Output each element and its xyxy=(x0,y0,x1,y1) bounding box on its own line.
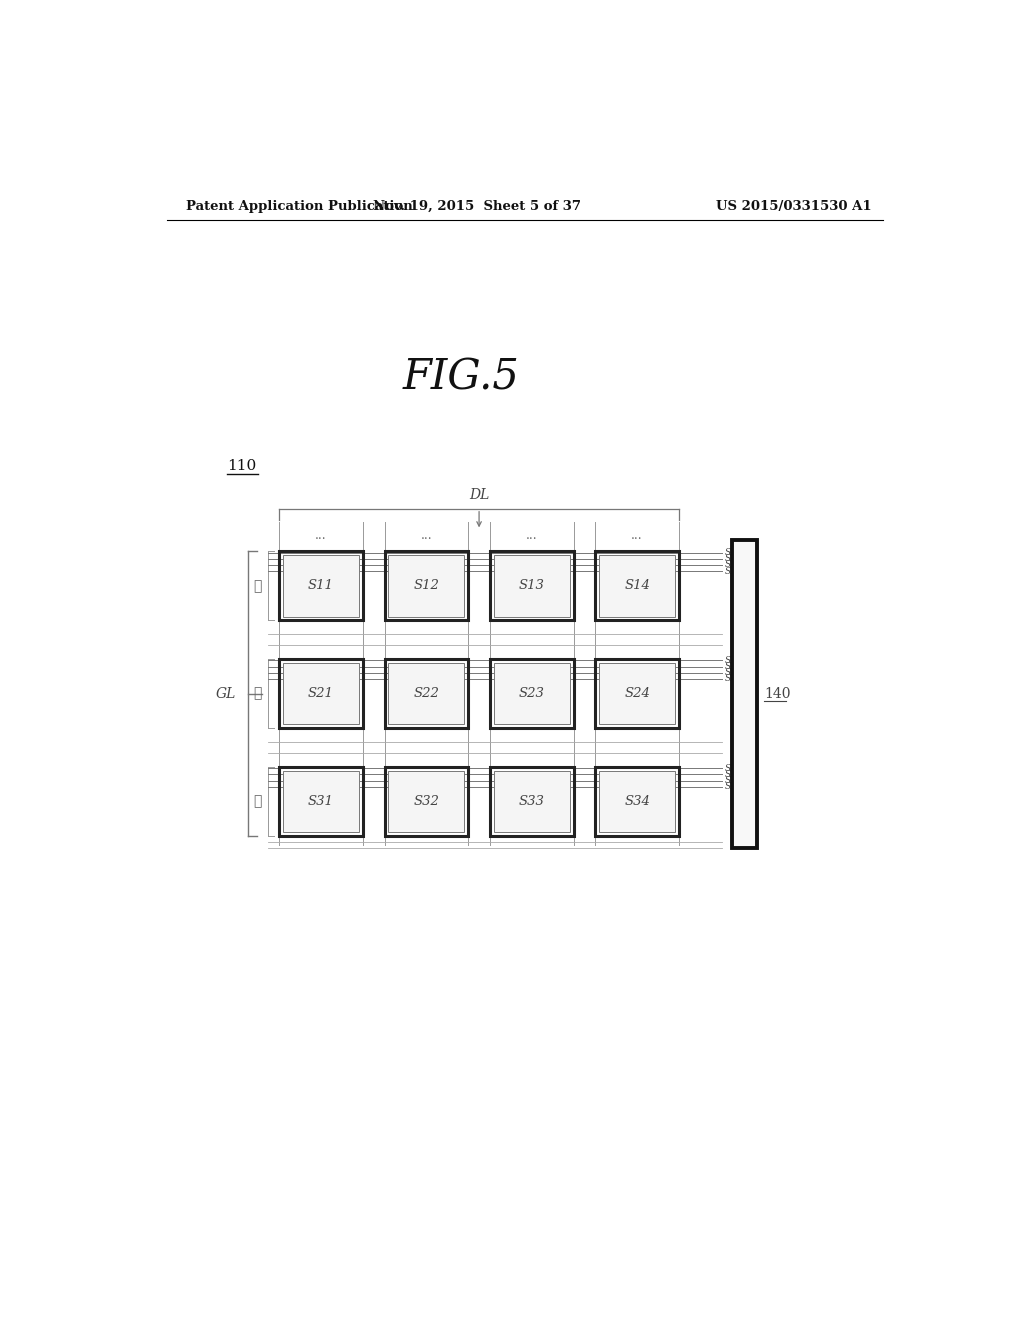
Text: S23: S23 xyxy=(519,686,545,700)
Text: SL24: SL24 xyxy=(725,675,749,684)
Text: S13: S13 xyxy=(519,579,545,593)
Text: S32: S32 xyxy=(414,795,439,808)
Text: ...: ... xyxy=(526,529,538,543)
Text: 110: 110 xyxy=(227,459,256,474)
Text: SL33: SL33 xyxy=(725,776,749,785)
Text: DL: DL xyxy=(469,488,489,502)
Text: SL34: SL34 xyxy=(725,783,749,791)
Text: S21: S21 xyxy=(308,686,334,700)
Text: FIG.5: FIG.5 xyxy=(402,356,520,399)
Bar xyxy=(595,767,679,836)
Text: SL32: SL32 xyxy=(725,770,749,779)
Text: S33: S33 xyxy=(519,795,545,808)
Bar xyxy=(388,771,464,832)
Bar xyxy=(494,554,569,616)
Bar xyxy=(489,552,573,620)
Bar xyxy=(599,771,675,832)
Text: S24: S24 xyxy=(625,686,650,700)
Text: SL21: SL21 xyxy=(725,656,749,665)
Bar xyxy=(283,663,359,725)
Text: Nov. 19, 2015  Sheet 5 of 37: Nov. 19, 2015 Sheet 5 of 37 xyxy=(373,199,581,213)
Text: S22: S22 xyxy=(414,686,439,700)
Text: ...: ... xyxy=(421,529,432,543)
Bar xyxy=(489,767,573,836)
Bar xyxy=(489,659,573,729)
Text: Patent Application Publication: Patent Application Publication xyxy=(186,199,413,213)
Bar xyxy=(280,659,362,729)
Text: S31: S31 xyxy=(308,795,334,808)
Bar xyxy=(388,554,464,616)
Bar xyxy=(385,552,468,620)
Bar xyxy=(595,659,679,729)
Bar xyxy=(283,554,359,616)
Text: 140: 140 xyxy=(764,686,791,701)
Bar xyxy=(494,771,569,832)
Text: SL13: SL13 xyxy=(725,561,749,569)
Text: SL12: SL12 xyxy=(725,554,749,564)
Bar xyxy=(388,663,464,725)
Text: SL31: SL31 xyxy=(725,764,749,772)
Text: SL22: SL22 xyxy=(725,663,749,671)
Bar xyxy=(732,540,757,847)
Text: ⋮: ⋮ xyxy=(253,795,261,808)
Bar xyxy=(494,663,569,725)
Bar xyxy=(385,767,468,836)
Text: US 2015/0331530 A1: US 2015/0331530 A1 xyxy=(717,199,872,213)
Bar xyxy=(595,552,679,620)
Text: SL11: SL11 xyxy=(725,548,749,557)
Bar xyxy=(599,554,675,616)
Text: SL14: SL14 xyxy=(725,566,749,576)
Text: SL23: SL23 xyxy=(725,668,749,677)
Text: ...: ... xyxy=(315,529,327,543)
Bar xyxy=(599,663,675,725)
Bar xyxy=(385,659,468,729)
Bar xyxy=(280,767,362,836)
Text: ...: ... xyxy=(632,529,643,543)
Text: S11: S11 xyxy=(308,579,334,593)
Text: ⋮: ⋮ xyxy=(253,686,261,701)
Bar xyxy=(280,552,362,620)
Text: S34: S34 xyxy=(625,795,650,808)
Bar xyxy=(283,771,359,832)
Text: S12: S12 xyxy=(414,579,439,593)
Text: S14: S14 xyxy=(625,579,650,593)
Text: GL: GL xyxy=(216,686,237,701)
Text: ⋮: ⋮ xyxy=(253,578,261,593)
